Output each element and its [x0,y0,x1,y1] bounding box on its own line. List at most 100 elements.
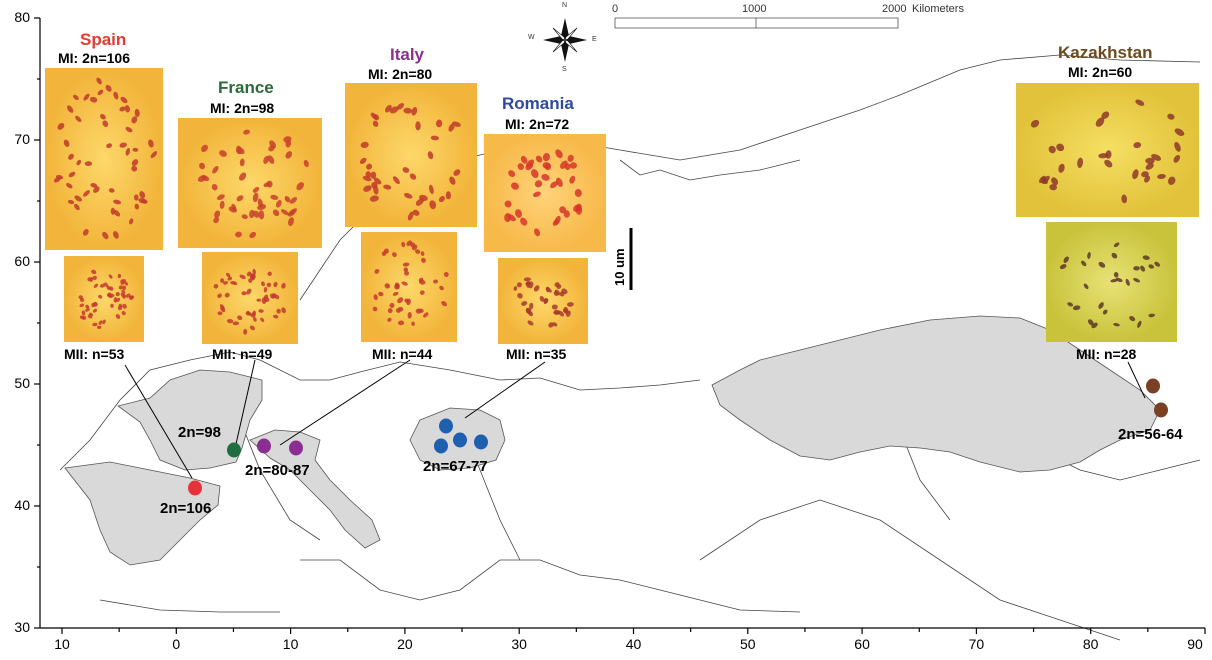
chromosome-blob [453,169,461,176]
chromosome-blob [89,277,94,282]
chromosome-blob [110,207,116,215]
chromosome-blob [1145,157,1155,165]
km-scale-bar [614,17,899,29]
chromosome-blob [553,309,561,315]
compass-rose [543,18,587,62]
chromosome-blob [92,308,98,313]
country-title-romania: Romania [502,94,574,113]
chromosome-blob [515,209,522,218]
chromosome-blob [403,267,409,273]
chromosome-blob [534,228,540,237]
chromosome-blob [249,273,255,279]
micrograph-background [178,118,322,248]
chromosome-blob [360,141,369,149]
chromosome-blob [93,186,100,193]
chromosome-blob [121,289,126,294]
chromosome-blob [555,149,563,159]
chromosome-blob [441,301,447,307]
chromosome-blob [197,175,207,182]
x-tick-label: 90 [1187,636,1203,652]
chromosome-blob [96,77,102,85]
chromosome-blob [237,315,243,321]
chromosome-blob [517,163,525,170]
chromosome-blob [1077,157,1084,168]
chromosome-blob [415,308,422,314]
chromosome-blob [261,281,265,287]
chromosome-blob [119,106,126,112]
chromosome-blob [1101,111,1110,119]
chromosome-blob [1154,261,1161,267]
chromosome-blob [1145,162,1154,170]
chromosome-blob [102,319,106,325]
site-count-france: 2n=98 [178,424,221,441]
chromosome-blob [1081,260,1087,267]
france-site-dot [227,442,241,458]
highlighted-countries [64,315,1161,566]
chromosome-blob [226,272,231,278]
chromosome-blob [93,302,98,307]
chromosome-blob [139,191,146,199]
chromosome-blob [118,285,123,290]
chromosome-blob [429,200,437,210]
compass-s: S [562,66,567,73]
chromosome-blob [1174,141,1181,152]
chromosome-blob [108,188,115,193]
y-tick-label: 80 [14,9,30,25]
chromosome-blob [280,209,289,216]
chromosome-blob [201,144,208,152]
chromosome-blob [543,298,549,304]
chromosome-blob [1129,316,1136,322]
chromosome-blob [401,281,408,286]
chromosome-blob [115,297,121,303]
chromosome-blob [1167,176,1176,185]
chromosome-blob [89,96,98,103]
chromosome-blob [110,303,114,308]
chromosome-blob [525,163,534,171]
chromosome-blob [539,296,545,302]
chromosome-blob [113,199,122,205]
micrograph-background [202,252,298,344]
x-tick-label: 60 [854,636,870,652]
chromosome-blob [134,194,139,201]
chromosome-blob [231,203,237,211]
chromosome-blob [131,165,138,172]
km-scale-label-2000: 2000 [882,3,907,15]
km-scale-label-1000: 1000 [742,3,767,15]
x-tick-label: 40 [625,636,642,652]
chromosome-blob [541,174,550,181]
chromosome-blob [263,286,268,293]
chromosome-blob [67,105,74,113]
chromosome-blob [397,297,404,304]
chromosome-blob [120,292,125,298]
romania-site-dot [439,418,453,434]
chromosome-blob [113,209,121,217]
chromosome-blob [1105,150,1112,159]
axes [34,17,1206,634]
spain-country-shape [64,461,221,566]
chromosome-blob [392,291,399,296]
italy-site-dot [289,440,303,456]
chromosome-blob [284,196,291,203]
chromosome-blob [556,284,562,290]
micrograph-mii-kazakhstan [1046,222,1177,342]
chromosome-blob [420,251,425,256]
chromosome-blob [516,282,522,288]
chromosome-blob [119,142,127,148]
chromosome-blob [211,183,218,191]
x-tick-label: 10 [54,636,70,652]
chromosome-blob [84,161,93,167]
chromosome-blob [448,123,455,132]
chromosome-blob [223,281,229,285]
micrograph-background [345,83,477,227]
chromosome-blob [542,153,550,162]
chromosome-blob [236,195,244,202]
chromosome-blob [243,129,251,135]
chromosome-blob [115,292,120,297]
chromosome-blob [423,312,429,318]
chromosome-blob [289,197,298,204]
y-tick-label: 60 [14,253,30,269]
site-count-italy: 2n=80-87 [245,462,310,479]
chromosome-blob [57,122,65,130]
france-country-shape [117,369,263,471]
italy-site-dot [257,438,271,454]
